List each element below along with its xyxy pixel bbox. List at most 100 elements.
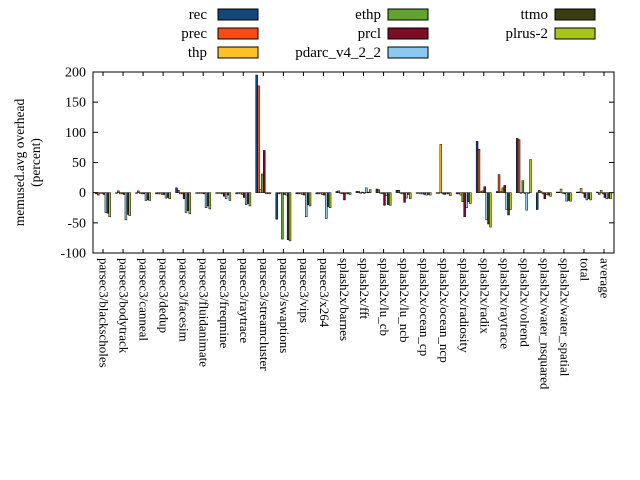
x-tick-label: splash2x/water_nsquared (537, 258, 552, 390)
bar-prec (297, 192, 300, 195)
bar-rec (175, 187, 178, 193)
bar-prec (277, 192, 280, 195)
bar-pdarc_v4_2_2 (345, 192, 348, 195)
bar-pdarc_v4_2_2 (385, 192, 388, 196)
bar-plrus-2 (389, 192, 392, 206)
bar-prec (377, 189, 381, 193)
bar-rec (295, 192, 298, 195)
x-tick-label: splash2x/lu_cb (377, 258, 392, 336)
bar-thp (179, 192, 182, 195)
bar-ttmo (547, 192, 550, 196)
bar-thp (579, 188, 583, 193)
bar-prec (497, 174, 501, 193)
bar-ethp (461, 192, 464, 202)
bar-rec (375, 188, 379, 193)
bar-rec (235, 192, 238, 195)
bar-pdarc_v4_2_2 (204, 192, 208, 208)
bar-rec (315, 192, 318, 195)
bar-rec (435, 192, 439, 194)
bar-pdarc_v4_2_2 (585, 192, 588, 201)
bar-prec (457, 192, 461, 195)
x-tick-label: parsec3/freqmine (217, 258, 232, 348)
bar-prec (537, 190, 541, 193)
bar-rec (576, 191, 579, 194)
legend-swatch-prec (217, 27, 259, 40)
bar-ethp (541, 192, 545, 195)
bar-prec (337, 190, 340, 193)
bar-ethp (481, 190, 485, 193)
bar-ethp (301, 192, 304, 195)
x-tick-label: parsec3/raytrace (237, 258, 252, 343)
bar-rec (195, 192, 198, 194)
bar-ethp (201, 192, 204, 194)
bar-thp (199, 192, 202, 194)
bar-plrus-2 (609, 192, 612, 199)
bar-pdarc_v4_2_2 (325, 192, 328, 219)
bar-ethp (341, 192, 344, 195)
bar-rec (495, 191, 499, 193)
bar-ttmo (226, 192, 230, 196)
bar-ttmo (106, 192, 109, 214)
bar-prcl (243, 192, 246, 198)
bar-plrus-2 (429, 192, 432, 196)
bar-prec (217, 192, 220, 194)
x-tick-label: splash2x/radix (477, 258, 492, 334)
bar-prcl (383, 192, 386, 206)
legend-swatch-rec (217, 8, 259, 21)
bar-pdarc_v4_2_2 (305, 192, 308, 218)
legend-label-plrus-2: plrus-2 (506, 26, 549, 42)
bar-prcl (102, 192, 106, 195)
bar-prcl (343, 192, 346, 201)
bar-plrus-2 (148, 192, 151, 201)
bar-thp (499, 191, 503, 193)
bar-ethp (160, 192, 164, 195)
x-tick-label: parsec3/vips (297, 258, 312, 323)
legend-swatch-pdarc_v4_2_2 (387, 46, 429, 59)
bar-prec (437, 192, 441, 194)
bar-ttmo (367, 191, 370, 194)
bar-pdarc_v4_2_2 (525, 192, 528, 211)
bar-ethp (100, 192, 104, 194)
bar-ttmo (387, 192, 390, 205)
bar-pdarc_v4_2_2 (224, 192, 228, 199)
bar-pdarc_v4_2_2 (605, 192, 609, 199)
bar-prec (477, 148, 481, 193)
bar-prec (598, 192, 601, 195)
legend-swatch-plrus-2 (554, 27, 596, 40)
bar-rec (215, 192, 218, 194)
bar-prec (237, 192, 240, 194)
y-axis-title-line2: (percent) (28, 138, 43, 187)
x-tick-label: splash2x/ocean_cp (417, 258, 432, 356)
bar-ttmo (407, 192, 410, 195)
bar-rec (455, 192, 459, 195)
bar-prcl (363, 192, 366, 194)
bar-plrus-2 (529, 159, 532, 193)
bar-plrus-2 (368, 189, 372, 193)
bar-pdarc_v4_2_2 (445, 192, 448, 195)
bar-prcl (122, 192, 126, 195)
bar-rec (275, 192, 278, 220)
bar-ethp (361, 191, 364, 194)
bar-pdarc_v4_2_2 (465, 192, 468, 208)
bar-prec (317, 192, 320, 195)
bar-ttmo (186, 192, 190, 212)
bar-prcl (182, 192, 186, 199)
bar-plrus-2 (168, 192, 171, 199)
bar-rec (155, 192, 158, 195)
bar-prec (577, 191, 581, 194)
x-tick-label: splash2x/water_spatial (557, 258, 572, 377)
bar-ethp (120, 192, 124, 195)
bar-ttmo (527, 192, 530, 194)
y-tick-label: -50 (67, 216, 86, 231)
y-tick-label: 200 (65, 66, 86, 81)
legend-swatch-thp (217, 46, 259, 59)
bar-prcl (223, 192, 226, 197)
x-tick-label: splash2x/raytrace (497, 258, 512, 349)
bar-ethp (601, 192, 605, 195)
bar-prcl (483, 186, 486, 193)
bar-ethp (321, 192, 324, 195)
bar-ethp (521, 180, 525, 193)
x-tick-label: total (577, 258, 592, 281)
legend-label-thp: thp (188, 45, 207, 61)
